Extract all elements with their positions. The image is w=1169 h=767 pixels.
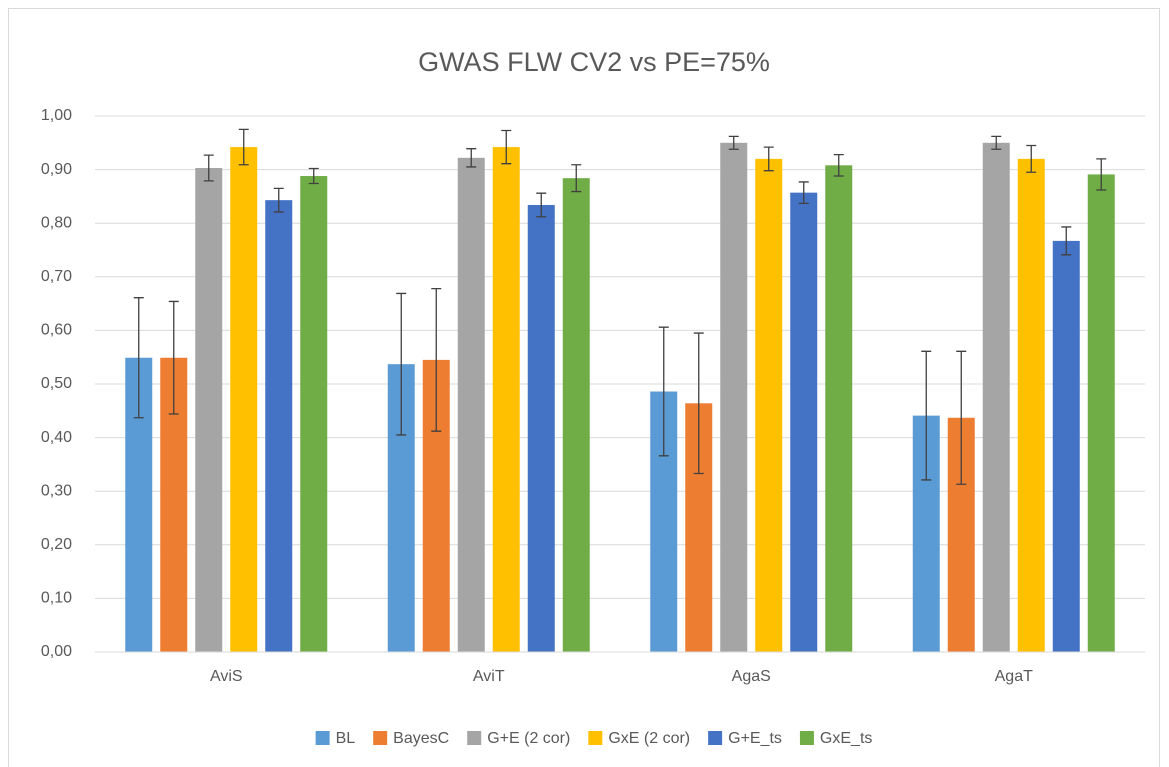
bar [790, 192, 818, 652]
y-tick-label: 0,50 [41, 375, 72, 392]
bar [755, 158, 783, 652]
error-bar [238, 128, 249, 166]
bar [720, 142, 748, 653]
bar [1087, 174, 1115, 652]
bar [300, 176, 328, 653]
bar [265, 200, 293, 653]
x-tick-label: AgaT [995, 668, 1033, 685]
legend-swatch [315, 731, 330, 745]
y-tick-label: 0,40 [41, 429, 72, 446]
chart-title: GWAS FLW CV2 vs PE=75% [418, 47, 770, 77]
error-bar [921, 350, 932, 481]
legend-swatch [708, 731, 723, 745]
error-bar [501, 129, 512, 165]
error-bar [798, 181, 809, 205]
legend-swatch [467, 731, 482, 745]
legend-label: GxE_ts [820, 730, 872, 747]
legend-swatch [799, 731, 814, 745]
y-tick-label: 0,30 [41, 482, 72, 499]
legend-label: G+E (2 cor) [487, 730, 570, 747]
error-bar [833, 153, 844, 177]
error-bar [1096, 158, 1107, 191]
bar [562, 178, 590, 652]
y-tick-label: 0,60 [41, 322, 72, 339]
bar [1052, 240, 1080, 652]
error-bar [693, 332, 704, 475]
error-bar [308, 167, 319, 185]
y-tick-label: 0,10 [41, 590, 72, 607]
legend-swatch [373, 731, 388, 745]
error-bar [431, 287, 442, 432]
bar [1017, 158, 1045, 652]
legend-swatch [588, 731, 603, 745]
error-bar [396, 292, 407, 436]
error-bar [571, 164, 582, 193]
bar [492, 147, 520, 652]
y-tick-label: 1,00 [41, 107, 72, 124]
error-bar [763, 146, 774, 172]
error-bar [536, 192, 547, 218]
legend-label: BayesC [393, 730, 449, 747]
error-bar [956, 350, 967, 485]
error-bar [133, 297, 144, 419]
error-bar [1026, 144, 1037, 173]
error-bar [658, 326, 669, 457]
bar [825, 165, 853, 652]
error-bar [203, 154, 214, 182]
bar [195, 167, 223, 652]
legend-label: GxE (2 cor) [608, 730, 690, 747]
bar [982, 142, 1010, 653]
bar [457, 157, 485, 653]
y-tick-label: 0,80 [41, 214, 72, 231]
bar [230, 147, 258, 652]
bar [527, 204, 555, 652]
error-bar [991, 135, 1002, 150]
x-tick-label: AviS [210, 668, 243, 685]
error-bar [728, 135, 739, 150]
error-bar [466, 148, 477, 168]
legend-label: BL [336, 730, 356, 747]
error-bar [1061, 226, 1072, 256]
y-tick-label: 0,90 [41, 161, 72, 178]
y-tick-label: 0,70 [41, 268, 72, 285]
error-bar [273, 187, 284, 213]
legend-label: G+E_ts [728, 730, 782, 747]
y-tick-label: 0,00 [41, 643, 72, 660]
x-tick-label: AviT [473, 668, 505, 685]
x-tick-label: AgaS [732, 668, 771, 685]
y-tick-label: 0,20 [41, 536, 72, 553]
error-bar [168, 300, 179, 415]
